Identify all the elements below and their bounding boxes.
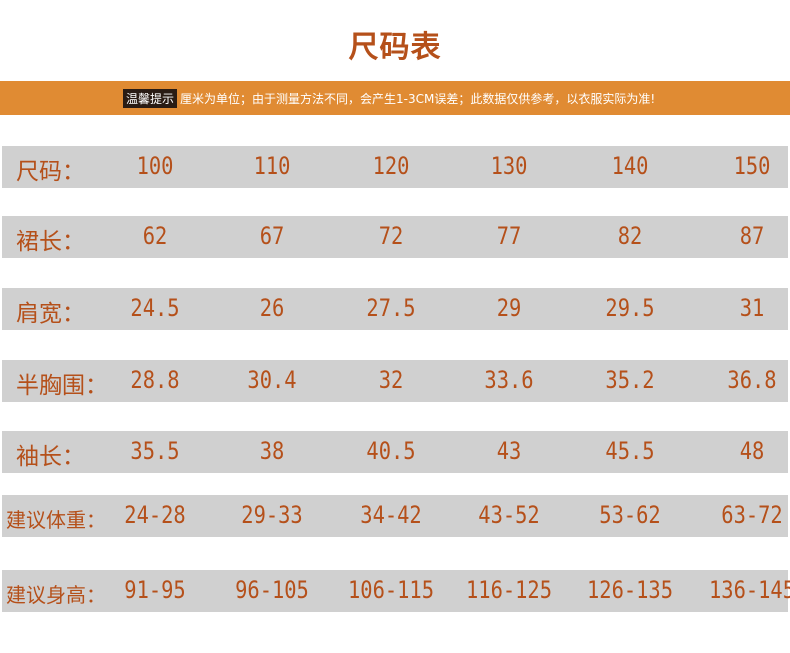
row-value: 29.5: [605, 294, 655, 322]
row-value: 63-72: [721, 501, 783, 529]
row-label: 建议身高：: [6, 583, 106, 607]
size-row: 裙长： 62 67 72 77 82 87: [2, 216, 788, 258]
row-label: 尺码：: [16, 159, 85, 185]
row-value: 43: [496, 437, 522, 465]
row-value: 48: [739, 437, 765, 465]
size-row: 建议体重： 24-28 29-33 34-42 43-52 53-62 63-72: [2, 495, 788, 537]
row-value: 29: [496, 294, 522, 322]
row-value: 82: [617, 222, 643, 250]
row-value: 35.5: [130, 437, 180, 465]
size-row: 建议身高： 91-95 96-105 106-115 116-125 126-135 136…: [2, 570, 790, 612]
row-value: 43-52: [478, 501, 540, 529]
row-label: 裙长：: [16, 229, 85, 255]
notice-tag: 温馨提示: [123, 89, 178, 108]
row-value: 30.4: [247, 366, 297, 394]
row-value: 140: [611, 152, 649, 180]
row-value: 62: [142, 222, 168, 250]
size-row: 袖长： 35.5 38 40.5 43 45.5 48: [2, 431, 788, 473]
row-value: 38: [259, 437, 285, 465]
row-value: 96-105: [235, 576, 309, 604]
row-value: 32: [378, 366, 404, 394]
notice-banner: 温馨提示 厘米为单位；由于测量方法不同，会产生1-3CM误差；此数据仅供参考，以…: [0, 81, 790, 115]
row-value: 36.8: [727, 366, 777, 394]
row-value: 26: [259, 294, 285, 322]
size-row: 半胸围： 28.8 30.4 32 33.6 35.2 36.8: [2, 360, 788, 402]
size-row: 肩宽： 24.5 26 27.5 29 29.5 31: [2, 288, 788, 330]
row-value: 28.8: [130, 366, 180, 394]
row-value: 33.6: [484, 366, 534, 394]
row-value: 24-28: [124, 501, 186, 529]
row-value: 110: [253, 152, 291, 180]
row-value: 87: [739, 222, 765, 250]
row-value: 100: [136, 152, 174, 180]
row-value: 77: [496, 222, 522, 250]
row-label: 袖长：: [16, 444, 85, 470]
page-title: 尺码表: [348, 30, 442, 65]
row-value: 35.2: [605, 366, 655, 394]
row-value: 126-135: [587, 576, 673, 604]
row-value: 130: [490, 152, 528, 180]
row-value: 29-33: [241, 501, 303, 529]
row-value: 53-62: [599, 501, 661, 529]
row-value: 106-115: [348, 576, 434, 604]
row-value: 31: [739, 294, 765, 322]
row-label: 半胸围：: [16, 373, 108, 399]
row-value: 40.5: [366, 437, 416, 465]
row-value: 34-42: [360, 501, 422, 529]
row-value: 116-125: [466, 576, 552, 604]
row-value: 24.5: [130, 294, 180, 322]
row-value: 136-145: [709, 576, 790, 604]
row-value: 45.5: [605, 437, 655, 465]
size-row: 尺码： 100 110 120 130 140 150: [2, 146, 788, 188]
row-value: 120: [372, 152, 410, 180]
row-value: 67: [259, 222, 285, 250]
row-value: 72: [378, 222, 404, 250]
notice-text: 厘米为单位；由于测量方法不同，会产生1-3CM误差；此数据仅供参考，以衣服实际为…: [180, 92, 656, 106]
row-value: 150: [733, 152, 771, 180]
row-value: 27.5: [366, 294, 416, 322]
row-label: 建议体重：: [6, 508, 106, 532]
row-label: 肩宽：: [16, 301, 85, 327]
row-value: 91-95: [124, 576, 186, 604]
